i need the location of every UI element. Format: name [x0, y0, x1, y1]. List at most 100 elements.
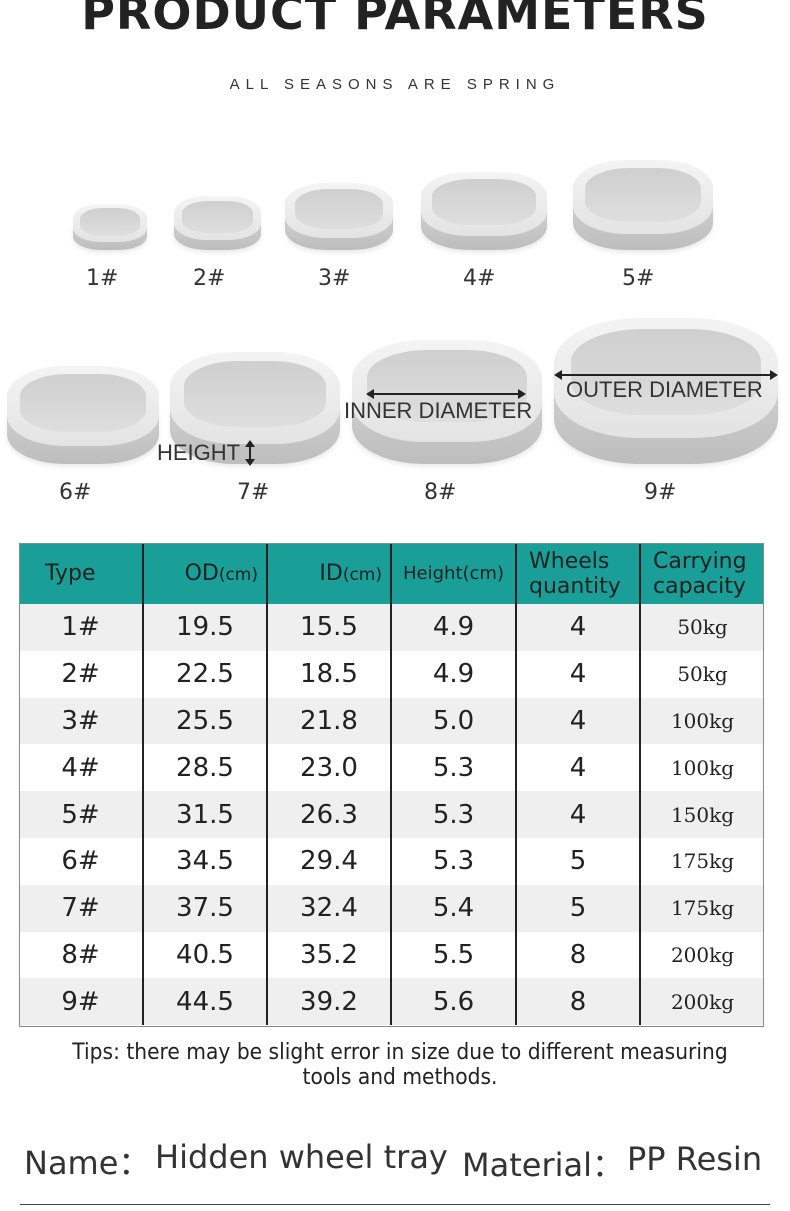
cell-capacity: 175kg	[640, 837, 764, 885]
tray-8-image	[352, 340, 542, 464]
col-od-header: OD(cm)	[143, 543, 268, 604]
material-label: Material：	[462, 1146, 625, 1184]
table-row: 6# 34.5 29.4 5.3 5 175kg	[19, 837, 764, 885]
cell-id: 26.3	[267, 791, 392, 838]
table-row: 9# 44.5 39.2 5.6 8 200kg	[19, 978, 764, 1026]
cell-wheels: 4	[516, 650, 641, 698]
cell-height: 5.0	[391, 697, 517, 745]
cell-id: 15.5	[267, 604, 392, 651]
cell-type: 4#	[19, 744, 144, 792]
tray-1-image	[73, 204, 147, 250]
cell-od: 34.5	[143, 837, 268, 885]
table-row: 1# 19.5 15.5 4.9 4 50kg	[19, 604, 764, 651]
cell-capacity: 100kg	[640, 697, 764, 745]
cell-height: 5.3	[391, 791, 517, 838]
col-id-header: ID(cm)	[267, 543, 392, 604]
cell-wheels: 5	[516, 884, 641, 932]
tips-text: Tips: there may be slight error in size …	[72, 1040, 728, 1090]
tray-4-label: 4#	[463, 266, 496, 291]
cell-od: 44.5	[143, 978, 268, 1026]
table-row: 8# 40.5 35.2 5.5 8 200kg	[19, 931, 764, 979]
cell-type: 2#	[19, 650, 144, 698]
material-value: PP Resin	[627, 1140, 763, 1178]
cell-wheels: 4	[516, 604, 641, 651]
tray-2-image	[174, 196, 261, 250]
tray-1-label: 1#	[86, 266, 119, 291]
table-row: 4# 28.5 23.0 5.3 4 100kg	[19, 744, 764, 792]
cell-type: 7#	[19, 884, 144, 932]
table-row: 5# 31.5 26.3 5.3 4 150kg	[19, 791, 764, 838]
cell-height: 4.9	[391, 650, 517, 698]
cell-type: 3#	[19, 697, 144, 745]
table-row: 7# 37.5 32.4 5.4 5 175kg	[19, 884, 764, 932]
cell-type: 1#	[19, 604, 144, 651]
cell-type: 8#	[19, 931, 144, 979]
cell-od: 37.5	[143, 884, 268, 932]
outer-diameter-arrow	[554, 370, 778, 380]
cell-capacity: 150kg	[640, 791, 764, 838]
cell-wheels: 4	[516, 744, 641, 792]
spec-table: Type OD(cm) ID(cm) Height(cm) Wheels qua…	[19, 543, 764, 1026]
cell-od: 40.5	[143, 931, 268, 979]
outer-diameter-label: OUTER DIAMETER	[566, 377, 763, 402]
cell-capacity: 200kg	[640, 931, 764, 979]
cell-capacity: 50kg	[640, 604, 764, 651]
cell-id: 32.4	[267, 884, 392, 932]
cell-wheels: 8	[516, 978, 641, 1026]
name-label: Name：	[24, 1144, 151, 1182]
cell-id: 23.0	[267, 744, 392, 792]
tray-8-label: 8#	[424, 480, 457, 505]
inner-diameter-label: INNER DIAMETER	[344, 398, 533, 423]
cell-od: 19.5	[143, 604, 268, 651]
cell-height: 4.9	[391, 604, 517, 651]
cell-od: 22.5	[143, 650, 268, 698]
cell-height: 5.5	[391, 931, 517, 979]
cell-id: 35.2	[267, 931, 392, 979]
table-row: 2# 22.5 18.5 4.9 4 50kg	[19, 650, 764, 698]
height-label: HEIGHT	[157, 440, 241, 465]
table-row: 3# 25.5 21.8 5.0 4 100kg	[19, 697, 764, 745]
cell-capacity: 175kg	[640, 884, 764, 932]
tray-9-label: 9#	[644, 480, 677, 505]
name-value: Hidden wheel tray	[155, 1138, 448, 1176]
tray-2-label: 2#	[193, 266, 226, 291]
cell-od: 31.5	[143, 791, 268, 838]
cell-height: 5.4	[391, 884, 517, 932]
table-header-row: Type OD(cm) ID(cm) Height(cm) Wheels qua…	[19, 543, 764, 604]
cell-capacity: 200kg	[640, 978, 764, 1026]
page-subtitle: ALL SEASONS ARE SPRING	[229, 76, 561, 93]
tray-7-image	[170, 352, 340, 464]
cell-type: 6#	[19, 837, 144, 885]
page-title: PRODUCT PARAMETERS	[81, 0, 709, 40]
cell-id: 29.4	[267, 837, 392, 885]
cell-id: 39.2	[267, 978, 392, 1026]
cell-od: 25.5	[143, 697, 268, 745]
tray-9-image	[554, 318, 778, 464]
height-arrow	[245, 440, 255, 466]
cell-id: 21.8	[267, 697, 392, 745]
col-capacity-header: Carrying capacity	[640, 543, 764, 604]
cell-type: 9#	[19, 978, 144, 1026]
tray-3-label: 3#	[318, 266, 351, 291]
col-height-header: Height(cm)	[391, 543, 517, 604]
cell-type: 5#	[19, 791, 144, 838]
tray-4-image	[421, 172, 547, 250]
tray-6-label: 6#	[59, 480, 92, 505]
tray-5-image	[573, 160, 713, 250]
cell-wheels: 5	[516, 837, 641, 885]
cell-id: 18.5	[267, 650, 392, 698]
tray-7-label: 7#	[237, 480, 270, 505]
cell-height: 5.3	[391, 744, 517, 792]
cell-height: 5.6	[391, 978, 517, 1026]
cell-wheels: 4	[516, 791, 641, 838]
cell-capacity: 50kg	[640, 650, 764, 698]
cell-od: 28.5	[143, 744, 268, 792]
cell-height: 5.3	[391, 837, 517, 885]
tray-5-label: 5#	[622, 266, 655, 291]
inner-diameter-arrow	[366, 389, 526, 399]
tray-6-image	[7, 366, 159, 464]
bottom-divider	[20, 1204, 770, 1205]
cell-capacity: 100kg	[640, 744, 764, 792]
col-wheels-header: Wheels quantity	[516, 543, 641, 604]
col-type-header: Type	[19, 543, 144, 604]
